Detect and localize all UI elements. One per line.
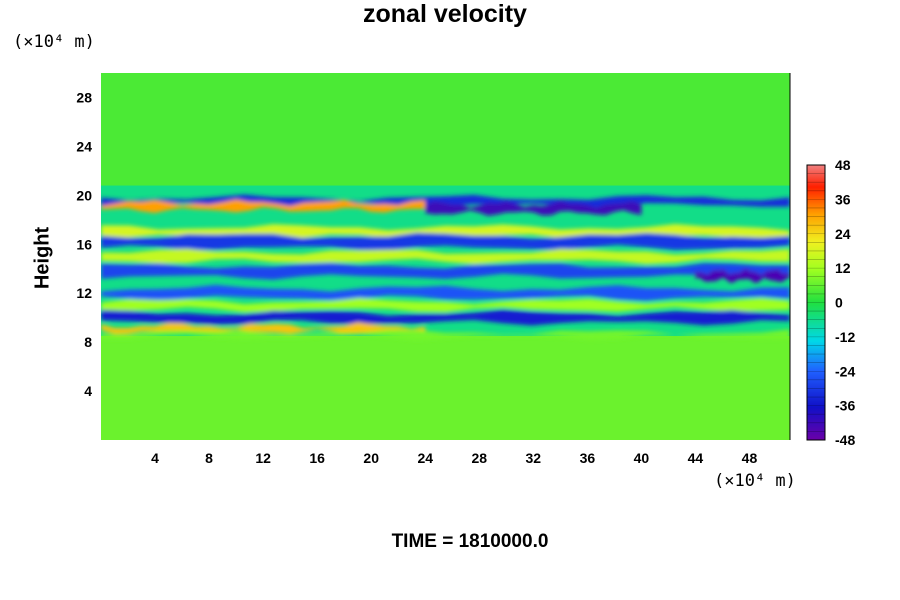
x-tick-label: 20 — [363, 450, 379, 466]
y-tick-label: 16 — [76, 236, 92, 252]
y-tick-label: 4 — [84, 383, 92, 399]
velocity-band — [101, 232, 790, 251]
y-tick-label: 8 — [84, 334, 92, 350]
velocity-band — [101, 262, 790, 280]
y-tick-label: 20 — [76, 187, 92, 203]
time-label: TIME = 1810000.0 — [391, 531, 549, 552]
velocity-band — [101, 309, 790, 326]
velocity-band — [101, 297, 790, 313]
x-tick-label: 44 — [688, 450, 704, 466]
velocity-band — [101, 284, 790, 302]
colorbar-tick-label: -24 — [835, 363, 855, 379]
x-tick-label: 40 — [634, 450, 650, 466]
x-tick-label: 8 — [205, 450, 213, 466]
x-tick-label: 32 — [526, 450, 542, 466]
x-tick-label: 4 — [151, 450, 159, 466]
colorbar-gradient — [806, 164, 826, 441]
y-tick-label: 24 — [76, 138, 92, 154]
chart-title: zonal velocity — [363, 0, 527, 28]
x-tick-label: 16 — [309, 450, 325, 466]
colorbar-tick-label: 48 — [835, 157, 851, 173]
colorbar-tick-label: 12 — [835, 260, 851, 276]
velocity-band — [101, 248, 790, 265]
x-tick-label: 12 — [255, 450, 271, 466]
x-tick-label: 36 — [580, 450, 596, 466]
velocity-band — [101, 322, 426, 335]
colorbar-tick-label: -12 — [835, 329, 855, 345]
x-axis-unit: (×10⁴ m) — [714, 471, 796, 491]
colorbar: 48 36 24 12 0 -12 -24 -36 -48 — [806, 157, 855, 448]
velocity-band — [101, 199, 426, 213]
colorbar-tick-label: -36 — [835, 398, 855, 414]
y-tick-label: 12 — [76, 285, 92, 301]
colorbar-tick-label: 0 — [835, 295, 843, 311]
colorbar-tick-label: -48 — [835, 432, 855, 448]
field-lower-layer — [101, 336, 790, 440]
x-tick-label: 28 — [471, 450, 487, 466]
colorbar-tick-label: 24 — [835, 226, 851, 242]
colorbar-tick-label: 36 — [835, 191, 851, 207]
x-tick-label: 24 — [417, 450, 433, 466]
velocity-band — [695, 268, 790, 284]
x-tick-label: 48 — [742, 450, 758, 466]
y-tick-label: 28 — [76, 89, 92, 105]
velocity-band — [101, 329, 790, 341]
velocity-band — [425, 201, 642, 216]
plot-area — [101, 73, 790, 440]
y-axis-unit: (×10⁴ m) — [13, 32, 95, 52]
